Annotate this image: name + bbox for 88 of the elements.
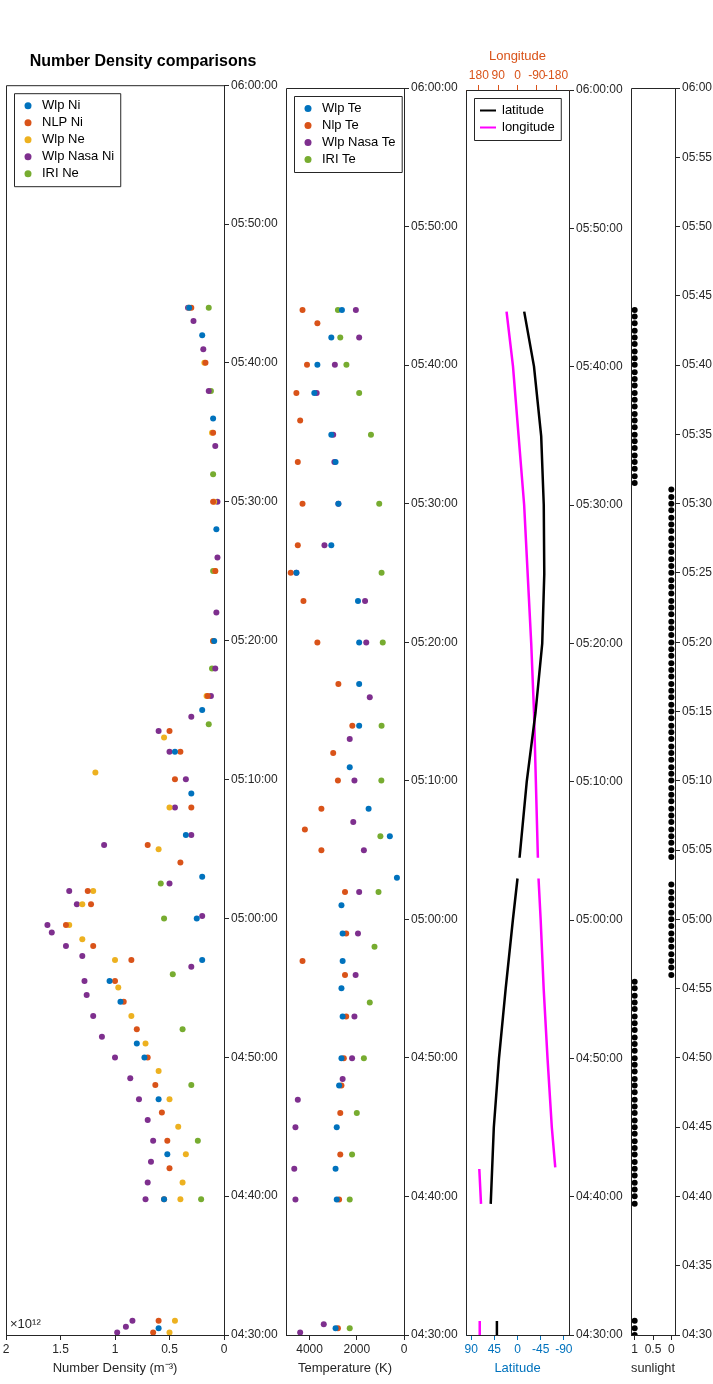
y-tick-label: 05:25 [682, 565, 713, 580]
y-tick-label: 05:35 [682, 426, 713, 441]
y-tick-label: 04:35 [682, 1258, 713, 1273]
legend-label: latitude [502, 102, 544, 118]
x-tick-label: 0.5 [161, 1341, 179, 1356]
x-tick-label: 4000 [296, 1341, 324, 1356]
y-tick-label: 05:55 [682, 149, 713, 164]
legend-label: Wlp Nasa Te [322, 134, 396, 150]
y-tick-label: 06:00:00 [411, 80, 459, 95]
y-tick-label: 04:50:00 [231, 1049, 279, 1064]
x-axis-title: Temperature (K) [298, 1359, 392, 1375]
y-tick-label: 05:40:00 [576, 358, 624, 373]
y-tick-label: 04:40:00 [576, 1188, 624, 1203]
legend-label: longitude [502, 119, 555, 135]
legend-label: Wlp Ni [42, 97, 81, 113]
y-tick-label: 05:50 [682, 218, 713, 233]
x-tick-label: 90 [464, 1341, 479, 1356]
y-tick-label: 05:50:00 [411, 218, 459, 233]
x-tick-label: 1 [631, 1341, 639, 1356]
y-tick-label: 05:15 [682, 703, 713, 718]
x-tick-label: 0 [514, 1341, 522, 1356]
y-tick-label: 05:00:00 [411, 911, 459, 926]
y-tick-label: 04:45 [682, 1119, 713, 1134]
y-tick-label: 05:50:00 [576, 220, 624, 235]
x2-tick-label: 180 [468, 68, 490, 83]
y-tick-label: 05:10:00 [231, 771, 279, 786]
y-tick-label: 05:20 [682, 634, 713, 649]
x-tick-label: 1.5 [52, 1341, 70, 1356]
y-tick-label: 04:50:00 [576, 1050, 624, 1065]
x-tick-label: 45 [487, 1341, 502, 1356]
x-tick-label: -45 [532, 1341, 550, 1356]
x-tick-label: 2 [2, 1341, 10, 1356]
x-tick-label: 0.5 [644, 1341, 662, 1356]
x2-axis-title: Longitude [488, 48, 547, 64]
y-tick-label: 05:40:00 [231, 355, 279, 370]
annotation: ×10¹² [10, 1316, 42, 1332]
x2-tick-label: -180 [544, 68, 569, 83]
x-tick-label: -90 [555, 1341, 573, 1356]
x-tick-label: 0 [400, 1341, 408, 1356]
y-tick-label: 05:30:00 [576, 497, 624, 512]
y-tick-label: 06:00 [682, 80, 713, 95]
y-tick-label: 04:30:00 [411, 1327, 459, 1342]
y-tick-label: 05:10:00 [411, 773, 459, 788]
y-tick-label: 05:05 [682, 842, 713, 857]
legend-label: IRI Ne [42, 165, 79, 181]
y-tick-label: 05:10:00 [576, 773, 624, 788]
legend-label: Wlp Ne [42, 131, 85, 147]
y-tick-label: 04:50 [682, 1050, 713, 1065]
y-tick-label: 05:30:00 [411, 495, 459, 510]
y-tick-label: 04:50:00 [411, 1050, 459, 1065]
y-tick-label: 04:40:00 [411, 1188, 459, 1203]
y-tick-label: 05:00 [682, 911, 713, 926]
x-tick-label: 2000 [343, 1341, 371, 1356]
x-tick-label: 0 [667, 1341, 675, 1356]
x-axis-title: Latitude [494, 1359, 541, 1375]
legend-label: Wlp Te [322, 100, 362, 116]
x2-tick-label: 90 [491, 68, 506, 83]
x-tick-label: 1 [111, 1341, 119, 1356]
y-tick-label: 05:20:00 [231, 633, 279, 648]
y-tick-label: 05:40 [682, 357, 713, 372]
y-tick-label: 04:30:00 [231, 1327, 279, 1342]
x-axis-title: Number Density (m⁻³) [52, 1359, 178, 1375]
y-tick-label: 04:30:00 [576, 1327, 624, 1342]
x2-tick-label: -90 [528, 68, 546, 83]
y-tick-label: 04:40 [682, 1188, 713, 1203]
y-tick-label: 04:30 [682, 1327, 713, 1342]
x-axis-title: sunlight [631, 1359, 676, 1375]
y-tick-label: 06:00:00 [231, 77, 279, 92]
y-tick-label: 05:45 [682, 288, 713, 303]
y-tick-label: 05:20:00 [411, 634, 459, 649]
y-tick-label: 05:00:00 [576, 912, 624, 927]
x2-tick-label: 0 [514, 68, 522, 83]
y-tick-label: 05:30:00 [231, 494, 279, 509]
y-tick-label: 05:00:00 [231, 910, 279, 925]
y-tick-label: 05:50:00 [231, 216, 279, 231]
chart-title: Number Density comparisons [29, 52, 257, 70]
legend-label: Wlp Nasa Ni [42, 148, 115, 164]
y-tick-label: 06:00:00 [576, 82, 624, 97]
y-tick-label: 04:40:00 [231, 1188, 279, 1203]
y-tick-label: 05:20:00 [576, 635, 624, 650]
y-tick-label: 05:10 [682, 773, 713, 788]
y-tick-label: 05:40:00 [411, 357, 459, 372]
y-tick-label: 05:30 [682, 495, 713, 510]
legend-label: Nlp Te [322, 117, 359, 133]
legend-label: IRI Te [322, 151, 356, 167]
legend-label: NLP Ni [42, 114, 84, 130]
y-tick-label: 04:55 [682, 980, 713, 995]
x-tick-label: 0 [220, 1341, 228, 1356]
